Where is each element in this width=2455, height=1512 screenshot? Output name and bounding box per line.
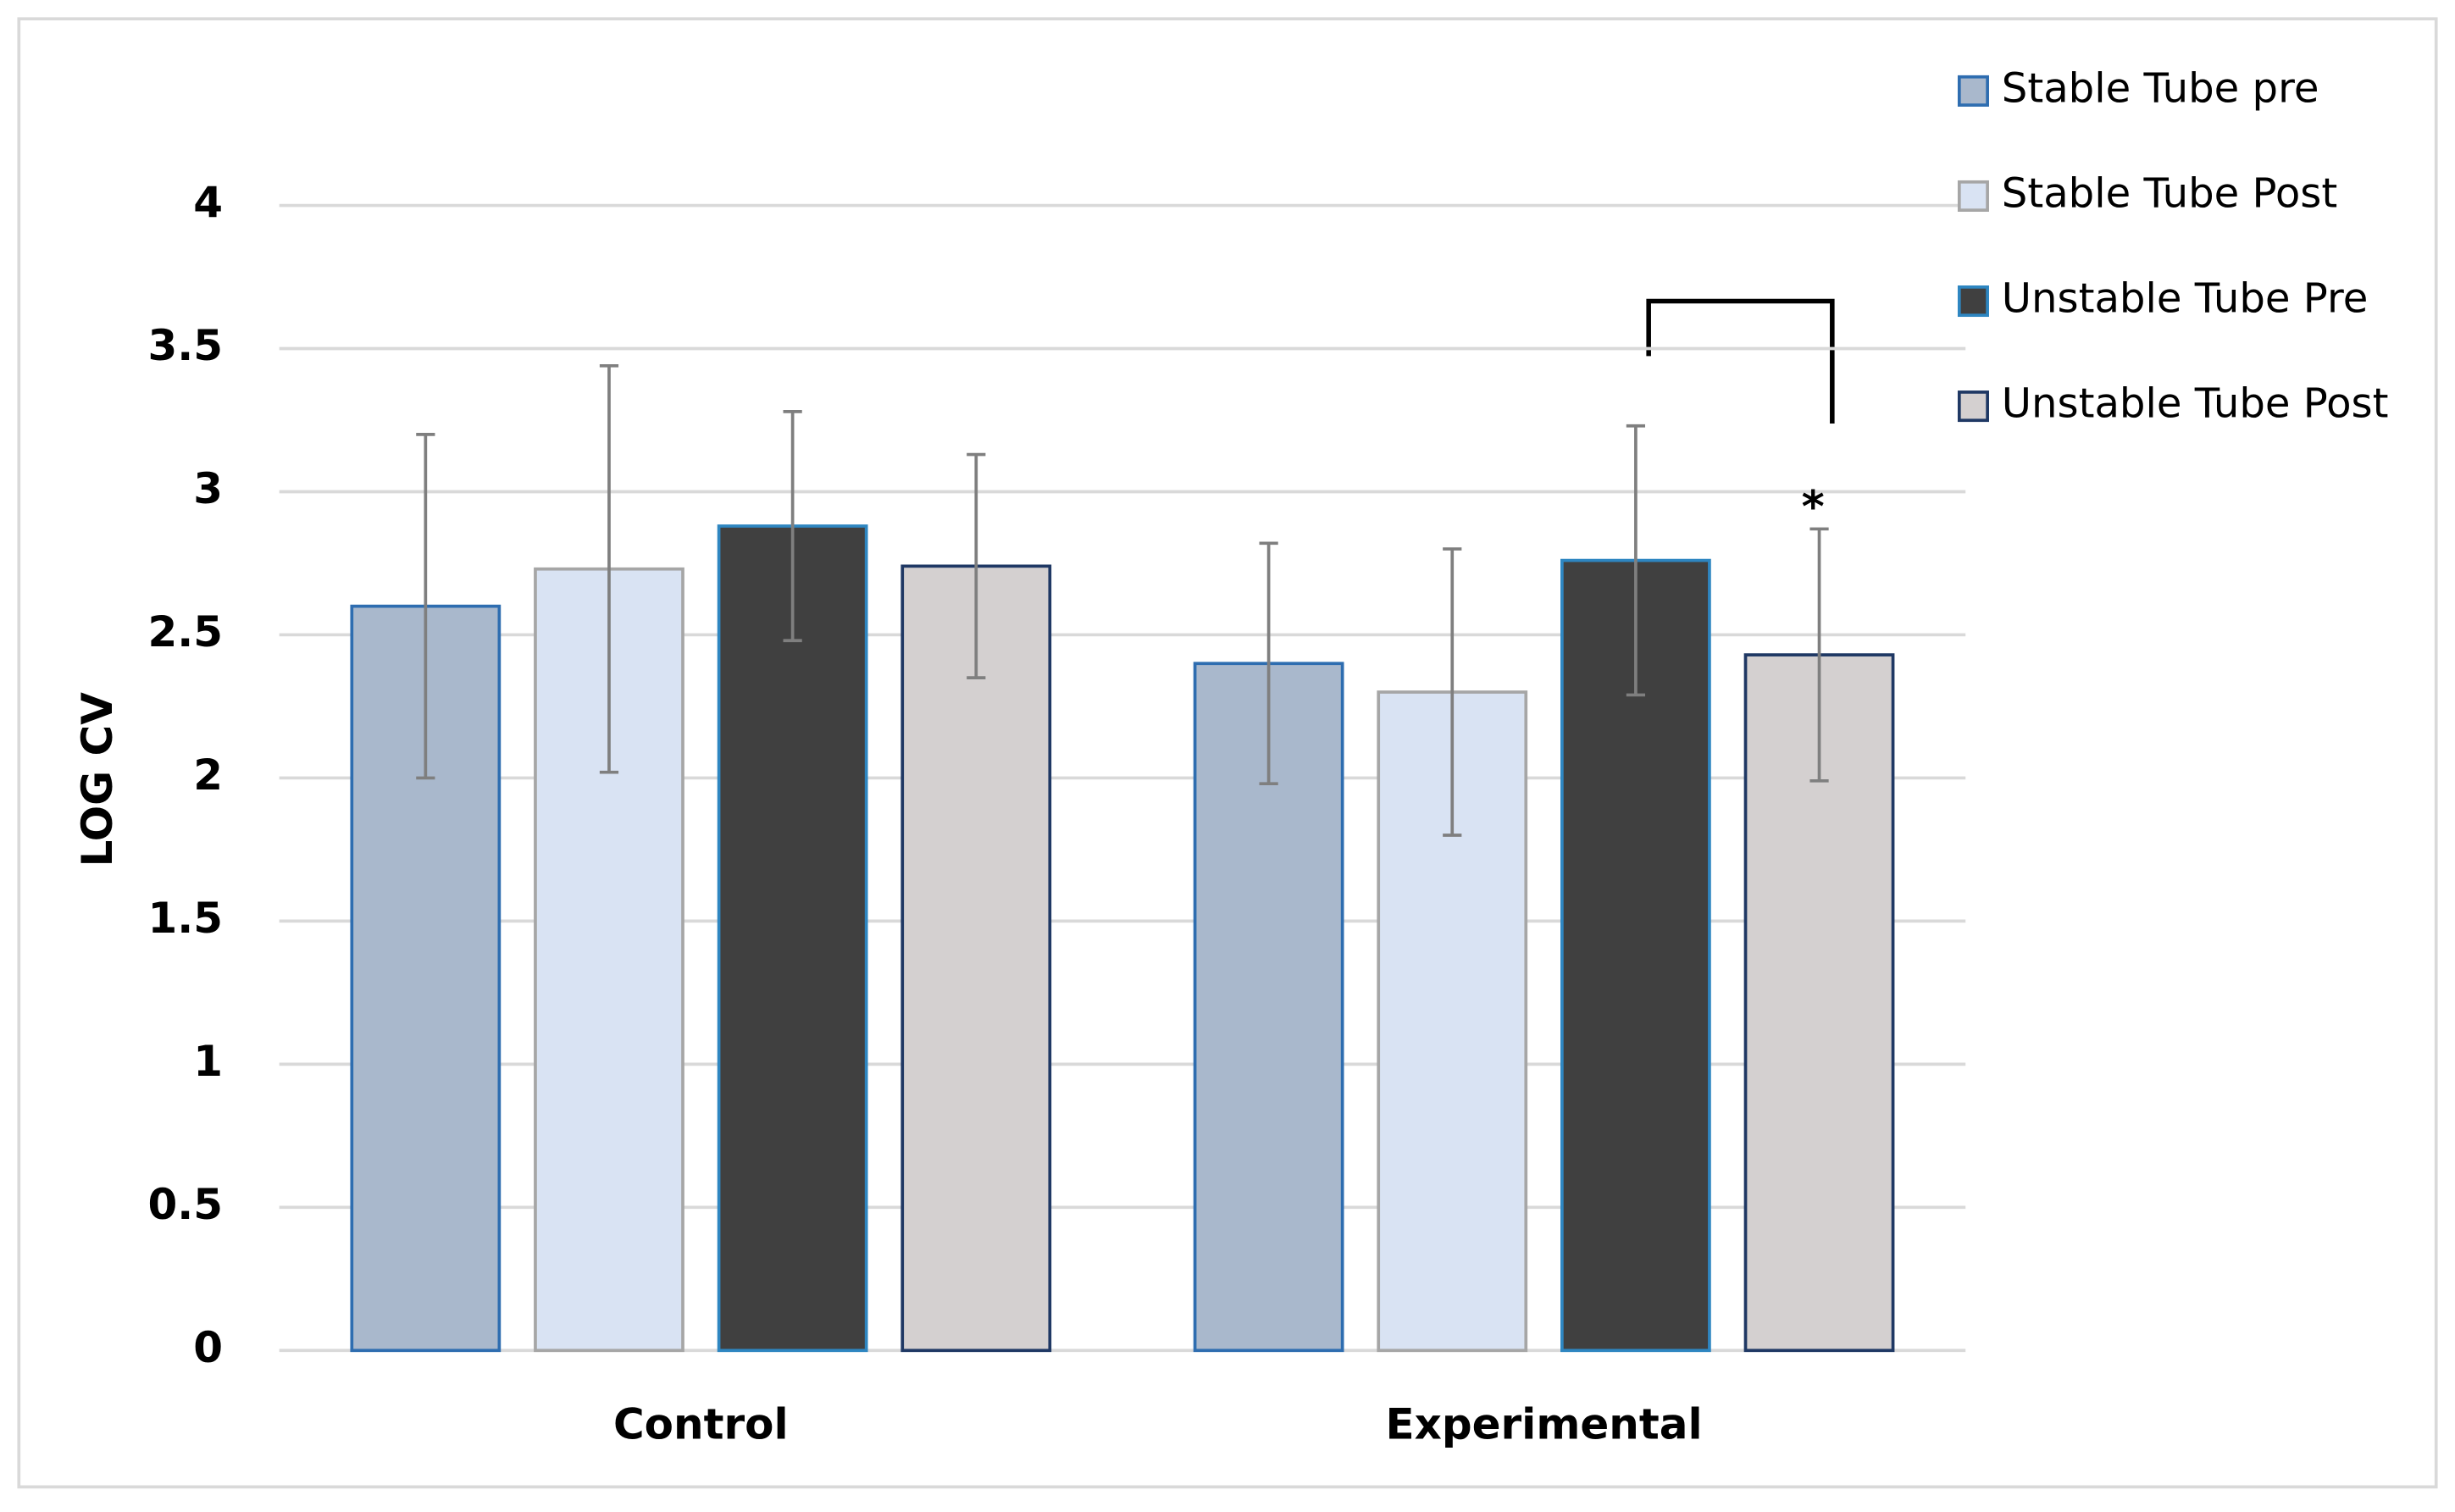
x-tick-label: Control [613,1400,789,1449]
y-tick-label: 0.5 [147,1180,223,1229]
y-tick-label: 2 [193,750,223,800]
legend-label: Unstable Tube Pre [2002,275,2369,323]
x-tick-label: Experimental [1385,1400,1702,1449]
error-bar [1443,547,1462,837]
legend-label: Stable Tube Post [2002,169,2337,217]
y-axis-label: LOG CV [73,692,122,867]
error-bar [1259,541,1278,786]
y-tick-label: 2.5 [147,607,223,656]
bar [717,524,868,1353]
legend-swatch [1957,390,1989,423]
y-tick-label: 3.5 [147,321,223,370]
legend-swatch [1957,180,1989,212]
legend-label: Unstable Tube Post [2002,380,2389,428]
y-tick-label: 1.5 [147,894,223,943]
error-bar [967,452,986,680]
y-tick-label: 4 [193,178,223,227]
annotation: * [1802,482,1825,533]
error-bar [416,433,435,780]
legend-label: Stable Tube pre [2002,64,2319,112]
error-bar [599,363,619,774]
bar [901,564,1052,1353]
y-tick-label: 3 [193,464,223,513]
y-tick-label: 1 [193,1037,223,1086]
error-bar [1626,424,1646,697]
legend-swatch [1957,75,1989,107]
error-bar [1809,527,1829,783]
y-tick-label: 0 [193,1323,223,1372]
legend-swatch [1957,285,1989,318]
error-bar [783,410,802,643]
significance-bracket [1646,298,1835,424]
